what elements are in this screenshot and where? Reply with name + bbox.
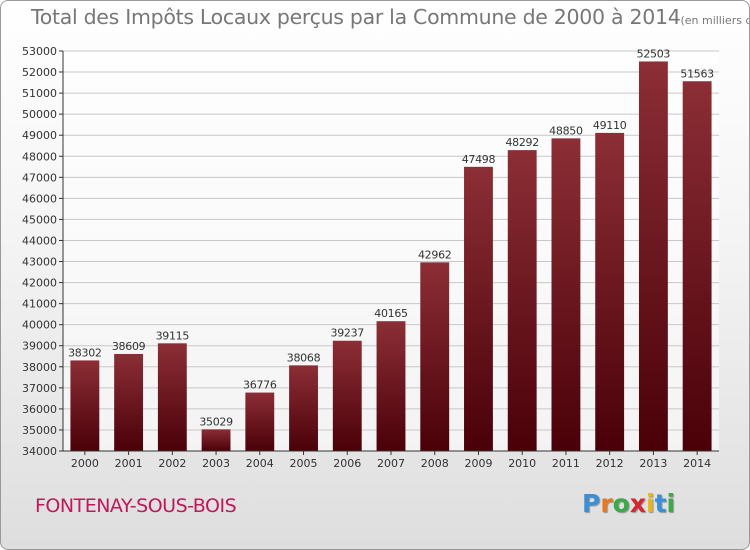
y-tick-label: 44000 <box>22 234 57 247</box>
chart-title: Total des Impôts Locaux perçus par la Co… <box>31 5 749 29</box>
x-tick-label: 2013 <box>639 457 667 470</box>
x-tick-label: 2003 <box>202 457 230 470</box>
y-tick-label: 52000 <box>22 66 57 79</box>
x-tick-label: 2009 <box>464 457 492 470</box>
logo-letter: i <box>646 489 655 518</box>
bar-2005 <box>289 365 318 451</box>
x-tick-label: 2002 <box>158 457 186 470</box>
x-tick-label: 2000 <box>71 457 99 470</box>
logo-letter: t <box>654 489 667 518</box>
bar-value-label: 48850 <box>549 124 583 137</box>
bar-2014 <box>682 81 712 452</box>
bar-2011 <box>551 138 581 452</box>
y-tick-label: 45000 <box>22 213 57 226</box>
bar-value-label: 49110 <box>593 119 627 132</box>
x-tick-label: 2008 <box>421 457 449 470</box>
bar-value-label: 36776 <box>243 379 277 392</box>
logo-letter: x <box>629 489 646 518</box>
y-tick-label: 49000 <box>22 129 57 142</box>
y-tick-label: 37000 <box>22 382 57 395</box>
x-tick-label: 2012 <box>596 457 624 470</box>
y-tick-label: 51000 <box>22 87 57 100</box>
bar-value-label: 39237 <box>331 327 365 340</box>
y-tick-label: 40000 <box>22 319 57 332</box>
bar-value-label: 35029 <box>199 415 233 428</box>
x-tick-label: 2011 <box>552 457 580 470</box>
bar-2000 <box>70 360 100 451</box>
y-tick-label: 34000 <box>22 445 57 458</box>
bar-2007 <box>376 321 406 451</box>
bar-2012 <box>595 132 625 452</box>
proxiti-logo: Proxiti <box>582 489 675 518</box>
y-tick-label: 46000 <box>22 192 57 205</box>
chart-title-text: Total des Impôts Locaux perçus par la Co… <box>31 5 681 29</box>
bar-value-label: 38609 <box>112 340 146 353</box>
y-tick-label: 36000 <box>22 403 57 416</box>
bar-value-label: 47498 <box>462 153 496 166</box>
bar-2001 <box>114 353 144 451</box>
bar-2009 <box>464 166 493 451</box>
y-tick-label: 42000 <box>22 277 57 290</box>
logo-letter: o <box>612 489 630 518</box>
y-tick-label: 47000 <box>22 171 57 184</box>
bar-value-label: 48292 <box>505 136 539 149</box>
logo-letter: P <box>582 489 601 518</box>
bar-value-label: 38068 <box>287 351 321 364</box>
x-tick-label: 2010 <box>508 457 536 470</box>
chart-unit: (en milliers d'€) <box>680 14 749 27</box>
bar-2002 <box>157 343 187 451</box>
bar-2008 <box>420 262 450 451</box>
y-tick-label: 41000 <box>22 298 57 311</box>
bar-2010 <box>507 150 537 451</box>
y-tick-label: 53000 <box>22 45 57 58</box>
y-tick-label: 48000 <box>22 150 57 163</box>
x-tick-label: 2001 <box>115 457 143 470</box>
bar-value-label: 52503 <box>637 47 671 60</box>
bar-2013 <box>638 61 668 451</box>
bar-value-label: 38302 <box>68 346 102 359</box>
y-tick-label: 50000 <box>22 108 57 121</box>
bar-2006 <box>332 340 362 451</box>
y-tick-label: 38000 <box>22 361 57 374</box>
bar-value-label: 51563 <box>680 67 714 80</box>
y-tick-label: 39000 <box>22 340 57 353</box>
y-tick-label: 35000 <box>22 424 57 437</box>
x-tick-label: 2004 <box>246 457 274 470</box>
logo-letter: r <box>600 489 613 518</box>
x-tick-label: 2007 <box>377 457 405 470</box>
bar-value-label: 39115 <box>156 329 190 342</box>
bar-value-label: 42962 <box>418 248 452 261</box>
bar-2003 <box>201 429 231 451</box>
x-tick-label: 2005 <box>290 457 318 470</box>
x-tick-label: 2014 <box>683 457 711 470</box>
logo-letter: i <box>666 489 676 518</box>
y-tick-label: 43000 <box>22 256 57 269</box>
x-tick-label: 2006 <box>333 457 361 470</box>
bar-value-label: 40165 <box>374 307 408 320</box>
commune-name: FONTENAY-SOUS-BOIS <box>35 495 237 517</box>
bar-2004 <box>245 392 275 451</box>
